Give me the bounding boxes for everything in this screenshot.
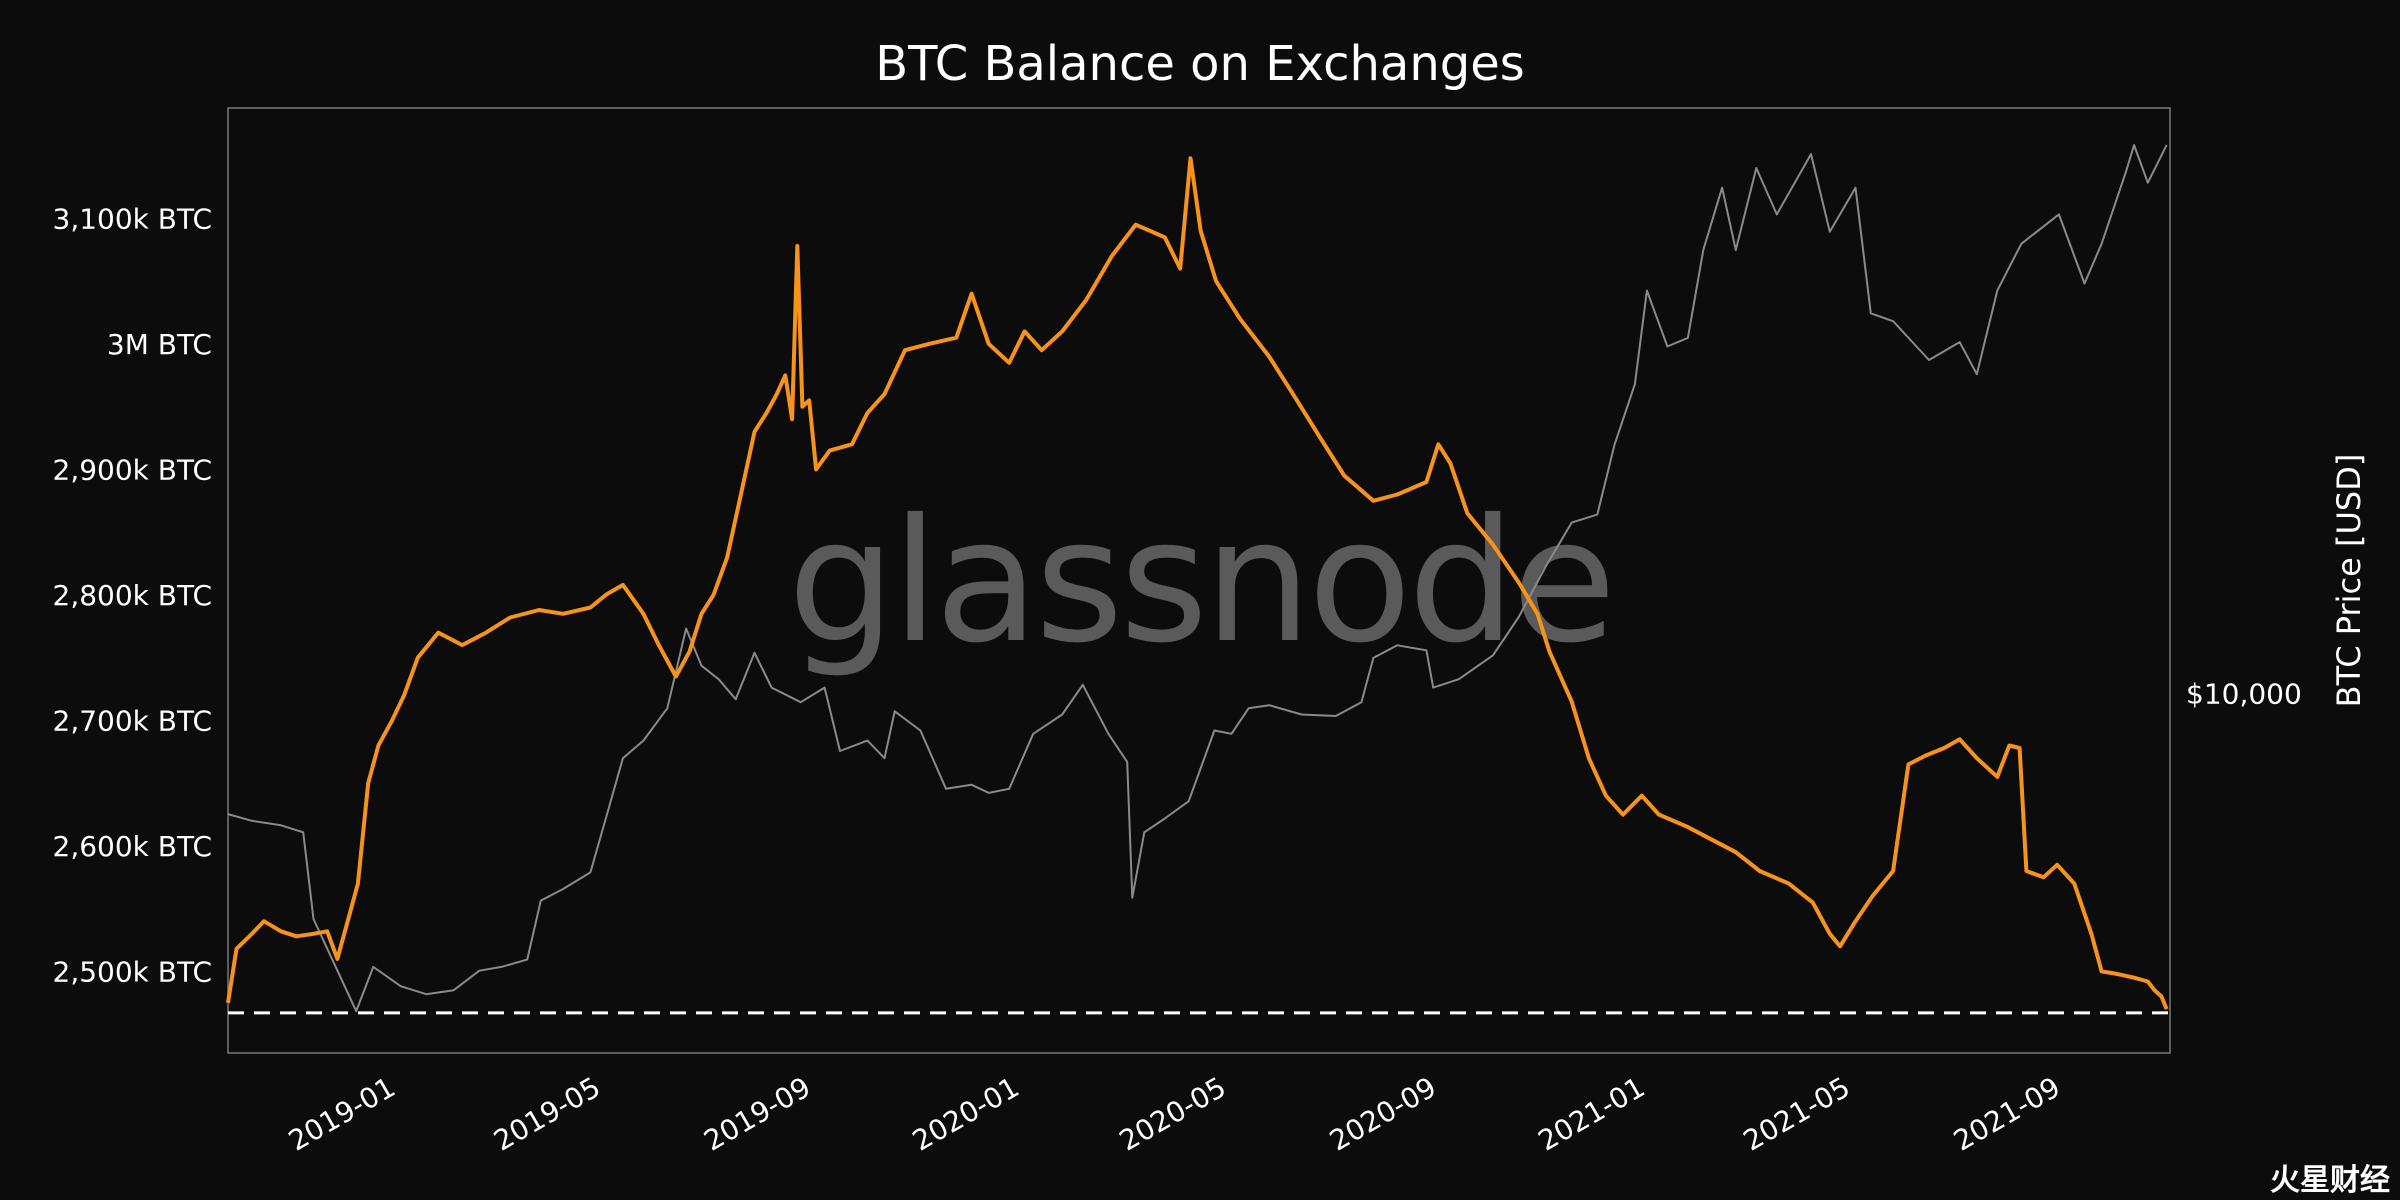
x-axis: 2019-01 2019-05 2019-09 2020-01 2020-05 2020-…: [283, 1070, 2066, 1157]
right-y-tick-label: $10,000: [2186, 677, 2302, 710]
left-y-tick-label: 2,700k BTC: [53, 704, 213, 737]
left-y-tick-label: 2,600k BTC: [53, 830, 213, 863]
left-y-axis: 2,500k BTC 2,600k BTC 2,700k BTC 2,800k BTC…: [53, 202, 213, 988]
left-y-tick-label: 2,900k BTC: [53, 453, 213, 486]
right-y-axis: $10,000: [2186, 677, 2302, 710]
x-tick-label: 2019-09: [698, 1070, 816, 1157]
plot-frame: [227, 107, 2171, 1054]
x-tick-label: 2019-05: [488, 1070, 606, 1157]
x-tick-label: 2021-01: [1533, 1070, 1651, 1157]
balance-series-layer: [226, 156, 2169, 1010]
x-tick-label: 2020-01: [907, 1070, 1025, 1157]
left-y-tick-label: 2,500k BTC: [53, 955, 213, 988]
x-tick-label: 2019-01: [283, 1070, 401, 1157]
chart-title: BTC Balance on Exchanges: [875, 36, 1525, 92]
x-tick-label: 2021-05: [1738, 1070, 1856, 1157]
right-y-axis-title: BTC Price [USD]: [2330, 454, 2368, 708]
price-series-layer: [227, 144, 2168, 1013]
x-tick-label: 2021-09: [1948, 1070, 2066, 1157]
watermark: glassnode: [788, 483, 1613, 681]
left-y-tick-label: 3,100k BTC: [53, 202, 213, 235]
balance-line: [226, 156, 2169, 1010]
left-y-tick-label: 2,800k BTC: [53, 579, 213, 612]
x-tick-label: 2020-09: [1324, 1070, 1442, 1157]
brand-logo-text: 火星财经: [2270, 1163, 2390, 1198]
left-y-tick-label: 3M BTC: [107, 328, 212, 361]
x-tick-label: 2020-05: [1114, 1070, 1232, 1157]
plot-border: [227, 107, 2171, 1054]
price-line: [227, 144, 2168, 1013]
